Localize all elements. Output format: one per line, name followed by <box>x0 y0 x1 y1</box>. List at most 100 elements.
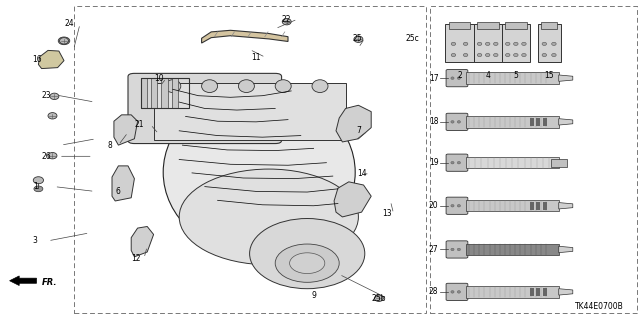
Ellipse shape <box>463 42 468 46</box>
Text: 19: 19 <box>429 158 438 167</box>
Polygon shape <box>10 276 36 286</box>
Ellipse shape <box>486 42 490 46</box>
Bar <box>543 202 547 210</box>
Ellipse shape <box>202 80 218 93</box>
FancyBboxPatch shape <box>474 24 502 63</box>
FancyBboxPatch shape <box>446 197 468 214</box>
Ellipse shape <box>451 204 454 207</box>
Ellipse shape <box>457 204 461 207</box>
Ellipse shape <box>522 53 526 57</box>
Text: 17: 17 <box>429 74 438 83</box>
Polygon shape <box>131 226 154 257</box>
Text: 21: 21 <box>135 120 144 129</box>
Text: 5: 5 <box>513 71 518 80</box>
Text: 27: 27 <box>429 245 438 254</box>
Ellipse shape <box>506 53 510 57</box>
FancyBboxPatch shape <box>477 23 499 29</box>
Ellipse shape <box>493 42 498 46</box>
Polygon shape <box>112 166 134 201</box>
Ellipse shape <box>451 248 454 251</box>
Ellipse shape <box>354 36 363 42</box>
Text: 10: 10 <box>154 74 164 83</box>
Text: 25: 25 <box>352 34 362 43</box>
Ellipse shape <box>486 53 490 57</box>
FancyBboxPatch shape <box>154 83 346 140</box>
Ellipse shape <box>457 161 461 164</box>
Bar <box>543 288 547 296</box>
Text: 16: 16 <box>32 55 42 63</box>
Ellipse shape <box>457 291 461 293</box>
Ellipse shape <box>289 253 325 274</box>
Ellipse shape <box>60 38 68 44</box>
Text: 20: 20 <box>429 201 438 210</box>
FancyBboxPatch shape <box>538 24 561 63</box>
Ellipse shape <box>477 53 482 57</box>
Ellipse shape <box>552 53 556 57</box>
FancyBboxPatch shape <box>449 23 470 29</box>
Ellipse shape <box>451 291 454 293</box>
Text: 26: 26 <box>41 152 51 161</box>
Ellipse shape <box>58 37 70 45</box>
Text: 9: 9 <box>311 291 316 300</box>
Text: 3: 3 <box>33 236 38 245</box>
Ellipse shape <box>552 42 556 46</box>
Polygon shape <box>559 203 573 209</box>
Bar <box>74 6 426 313</box>
Bar <box>141 78 147 108</box>
Polygon shape <box>336 105 371 142</box>
Bar <box>466 72 559 84</box>
Text: 22: 22 <box>282 15 291 24</box>
Text: 1: 1 <box>33 182 38 191</box>
Polygon shape <box>334 182 371 217</box>
Text: 8: 8 <box>108 141 113 150</box>
Ellipse shape <box>312 80 328 93</box>
Text: 25c: 25c <box>406 34 420 43</box>
Text: TK44E0700B: TK44E0700B <box>575 302 624 311</box>
Polygon shape <box>559 289 573 295</box>
FancyBboxPatch shape <box>505 23 527 29</box>
FancyBboxPatch shape <box>445 24 474 63</box>
Bar <box>530 288 534 296</box>
Text: 13: 13 <box>382 209 392 218</box>
Bar <box>430 6 637 313</box>
Bar <box>466 286 559 298</box>
Ellipse shape <box>163 89 355 255</box>
Ellipse shape <box>179 169 358 265</box>
FancyBboxPatch shape <box>446 113 468 130</box>
Bar <box>172 78 178 108</box>
FancyBboxPatch shape <box>128 73 282 144</box>
Text: 18: 18 <box>429 117 438 126</box>
Ellipse shape <box>165 80 181 93</box>
Bar <box>543 118 547 126</box>
Ellipse shape <box>33 177 44 184</box>
Ellipse shape <box>275 80 291 93</box>
Text: 25b: 25b <box>372 294 386 303</box>
Ellipse shape <box>275 244 339 282</box>
FancyBboxPatch shape <box>502 24 530 63</box>
Ellipse shape <box>282 19 291 25</box>
Text: 24: 24 <box>64 19 74 28</box>
Text: 6: 6 <box>116 187 121 196</box>
Bar <box>530 202 534 210</box>
Polygon shape <box>559 119 573 125</box>
Text: FR.: FR. <box>42 278 57 287</box>
Bar <box>530 118 534 126</box>
Ellipse shape <box>463 53 468 57</box>
Ellipse shape <box>457 77 461 79</box>
Bar <box>466 200 559 211</box>
Text: 28: 28 <box>429 287 438 296</box>
Text: 12: 12 <box>131 254 140 263</box>
Text: 11: 11 <box>252 53 260 62</box>
Ellipse shape <box>493 53 498 57</box>
Ellipse shape <box>451 77 454 79</box>
FancyBboxPatch shape <box>446 70 468 87</box>
Ellipse shape <box>50 93 59 100</box>
FancyBboxPatch shape <box>541 23 557 29</box>
Polygon shape <box>38 50 64 69</box>
Text: 23: 23 <box>41 91 51 100</box>
Bar <box>466 116 559 128</box>
Bar <box>466 157 559 168</box>
Text: 2: 2 <box>457 71 462 80</box>
Ellipse shape <box>542 53 547 57</box>
Text: 15: 15 <box>544 71 554 80</box>
